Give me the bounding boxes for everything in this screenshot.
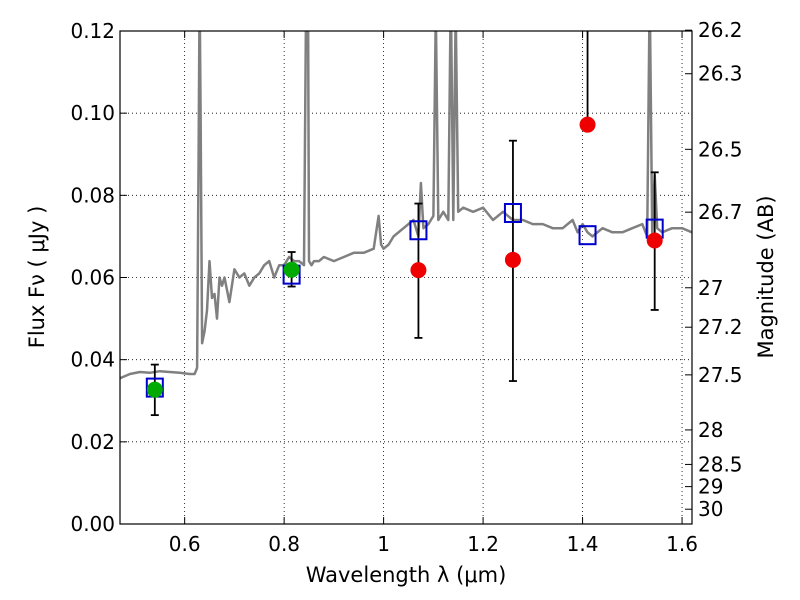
- y2-tick-label: 28: [698, 418, 723, 442]
- detection-point: [283, 261, 300, 278]
- y2-tick-label: 28.5: [698, 452, 743, 476]
- y2-tick-label: 26.2: [698, 18, 743, 42]
- x-tick-label: 0.8: [268, 532, 300, 556]
- model-photometry-square: [409, 220, 428, 241]
- x-tick-label: 1.6: [666, 532, 698, 556]
- detection-point: [146, 381, 163, 398]
- y2-tick-label: 27.5: [698, 363, 743, 387]
- y-axis-label: Flux Fν ( μJy ): [25, 206, 49, 349]
- low-significance-point: [579, 116, 596, 133]
- low-significance-point: [646, 232, 663, 249]
- plot-frame: [119, 30, 693, 525]
- y2-tick-label: 26.3: [698, 62, 743, 86]
- y2-tick-label: 26.5: [698, 137, 743, 161]
- low-significance-point: [410, 262, 427, 279]
- y-tick-label: 0.00: [70, 512, 115, 536]
- y2-tick-label: 26.7: [698, 200, 743, 224]
- y-tick-label: 0.04: [70, 348, 115, 372]
- x-tick-label: 1.4: [567, 532, 599, 556]
- y2-tick-label: 30: [698, 497, 723, 521]
- y2-tick-label: 27.2: [698, 315, 743, 339]
- y-axis-left: 0.00 0.02 0.04 0.06 0.08 0.10 0.12: [70, 19, 127, 536]
- plot-area: [120, 31, 692, 417]
- y2-axis-label: Magnitude (AB): [754, 195, 778, 358]
- y-tick-label: 0.10: [70, 101, 115, 125]
- model-photometry-square: [578, 225, 597, 246]
- y2-tick-label: 27: [698, 276, 723, 300]
- y-tick-label: 0.12: [70, 19, 115, 43]
- model-photometry-square: [503, 202, 522, 223]
- low-significance-point: [504, 251, 521, 268]
- x-tick-label: 1: [377, 532, 390, 556]
- y2-tick-label: 29: [698, 475, 723, 499]
- x-axis-label: Wavelength λ (μm): [306, 563, 507, 587]
- x-tick-label: 0.6: [169, 532, 201, 556]
- y-tick-label: 0.02: [70, 430, 115, 454]
- grid-lines: [120, 30, 692, 525]
- x-tick-label: 1.2: [467, 532, 499, 556]
- x-axis: 0.6 0.8 1 1.2 1.4 1.6: [169, 31, 698, 556]
- spectrum-line: [120, 31, 692, 380]
- y-tick-label: 0.08: [70, 183, 115, 207]
- y-tick-label: 0.06: [70, 266, 115, 290]
